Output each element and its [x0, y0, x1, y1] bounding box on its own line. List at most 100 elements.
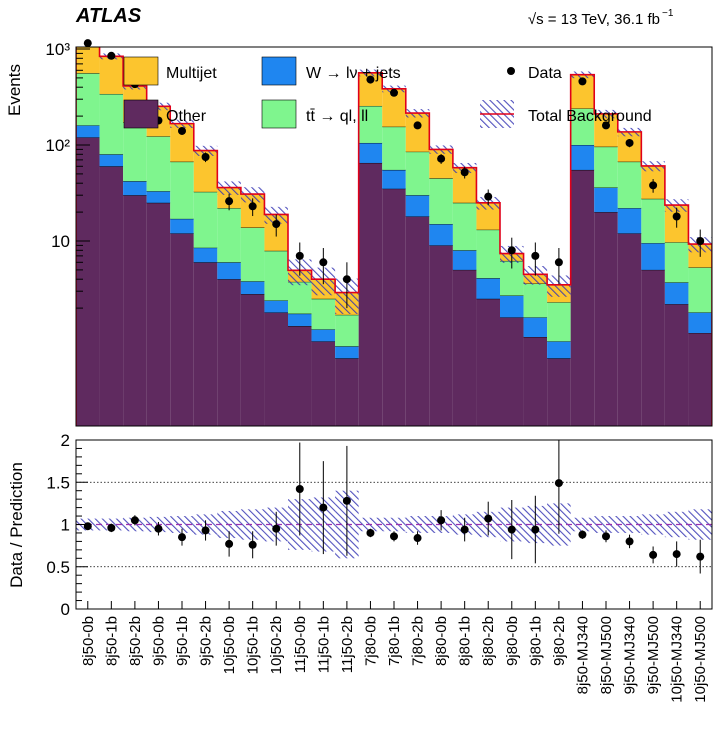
- bar-ttbar: [170, 161, 194, 219]
- bar-other: [217, 279, 241, 426]
- bar-wjets: [594, 187, 618, 213]
- x-tick-label: 8j50-0b: [80, 616, 97, 666]
- ratio-point: [319, 503, 328, 512]
- ratio-band-bin: [570, 517, 595, 532]
- y-axis-label-ratio: Data / Prediction: [7, 462, 26, 588]
- data-point: [319, 258, 328, 267]
- legend-label-multijet: Multijet: [166, 65, 217, 82]
- stacked-histograms: [76, 47, 712, 426]
- legend-label-other: Other: [166, 108, 207, 125]
- bar-other: [240, 294, 265, 426]
- ratio-point: [460, 525, 469, 534]
- bar-ttbar: [476, 229, 500, 279]
- legend-wjets: W → lν + jets: [261, 56, 401, 86]
- ratio-gridlines: [76, 481, 712, 568]
- data-point: [696, 237, 705, 245]
- ratio-point: [154, 524, 163, 533]
- energy-lumi-label: √s = 13 TeV, 36.1 fb: [528, 11, 660, 28]
- legend-label-data: Data: [528, 65, 562, 82]
- data-point: [672, 212, 681, 221]
- data-point: [201, 152, 210, 161]
- x-tick-label: 10j50-0b: [221, 616, 238, 674]
- ratio-point: [248, 540, 257, 549]
- bar-other: [358, 162, 383, 426]
- bar-wjets: [617, 208, 642, 234]
- bar-other: [311, 341, 336, 426]
- bar-ttbar: [570, 108, 595, 145]
- bar-other: [193, 262, 218, 426]
- ratio-point: [390, 532, 398, 541]
- ratio-point: [437, 516, 446, 525]
- data-point: [602, 121, 610, 130]
- data-point: [248, 202, 257, 211]
- bar-multijet: [99, 56, 124, 94]
- ratio-band-bin: [641, 514, 665, 535]
- ratio-points: [83, 440, 705, 574]
- ratio-point: [413, 534, 422, 543]
- bar-wjets: [382, 169, 406, 189]
- bar-ttbar: [123, 122, 147, 182]
- bar-other: [500, 317, 524, 426]
- bar-wjets: [264, 300, 288, 313]
- bar-ttbar: [452, 202, 477, 251]
- legend-swatch-wjets: [261, 56, 297, 86]
- bar-other: [617, 233, 642, 426]
- ratio-band-bin: [382, 517, 406, 532]
- bar-other: [429, 245, 453, 426]
- bar-wjets: [547, 341, 571, 359]
- bar-wjets: [452, 250, 477, 270]
- bar-ttbar: [217, 208, 241, 263]
- bar-multijet: [570, 74, 595, 109]
- legend-data: Data: [507, 65, 562, 82]
- bar-ttbar: [664, 242, 689, 283]
- ratio-point: [578, 530, 587, 539]
- bar-wjets: [523, 317, 548, 337]
- ratio-point: [531, 525, 540, 534]
- ratio-point: [602, 532, 610, 541]
- ratio-y-tick-label: 0.5: [46, 558, 70, 577]
- bar-wjets: [170, 218, 194, 234]
- bar-other: [382, 188, 406, 426]
- data-point: [625, 138, 634, 147]
- bar-wjets: [664, 282, 689, 305]
- bar-wjets: [335, 346, 359, 359]
- y-tick-label: 10: [51, 232, 70, 251]
- x-tick-label: 9j50-MJ500: [645, 616, 662, 694]
- legend: Multijet W → lν + jets Data Other tt̄ → …: [123, 56, 652, 129]
- bar-wjets: [193, 247, 218, 263]
- data-point: [507, 246, 516, 255]
- ratio-point: [484, 514, 493, 523]
- legend-label-total: Total Background: [528, 108, 652, 125]
- bar-ttbar: [547, 302, 571, 342]
- data-point: [272, 220, 281, 229]
- x-tick-label: 11j50-1b: [315, 616, 332, 673]
- bar-other: [476, 298, 500, 426]
- x-tick-label: 7j80-1b: [386, 616, 403, 666]
- bar-other: [547, 358, 571, 426]
- legend-ttbar: tt̄ → ql, ll: [261, 99, 368, 129]
- bar-ttbar: [76, 73, 100, 126]
- x-tick-label: 9j80-0b: [504, 616, 521, 666]
- ratio-point: [107, 523, 116, 532]
- ratio-point: [295, 485, 304, 494]
- bar-other: [594, 212, 618, 426]
- x-tick-label: 9j80-1b: [527, 616, 544, 666]
- data-point: [225, 197, 234, 206]
- bar-other: [664, 304, 689, 426]
- legend-total: Total Background: [480, 100, 652, 128]
- y-tick-label: 10²: [45, 136, 70, 155]
- bar-ttbar: [146, 136, 171, 192]
- ratio-point: [272, 524, 281, 533]
- bar-ttbar: [523, 283, 548, 318]
- legend-swatch-ttbar: [261, 99, 297, 129]
- legend-label-ttbar: tt̄ → ql, ll: [306, 108, 368, 125]
- x-tick-label: 9j80-2b: [551, 616, 568, 666]
- ratio-point: [507, 525, 516, 534]
- x-tick-label: 11j50-0b: [292, 616, 309, 673]
- bar-ttbar: [240, 227, 265, 282]
- bar-ttbar: [358, 105, 383, 143]
- legend-swatch-multijet: [123, 56, 159, 86]
- ratio-point: [366, 528, 375, 537]
- legend-multijet: Multijet: [123, 56, 217, 86]
